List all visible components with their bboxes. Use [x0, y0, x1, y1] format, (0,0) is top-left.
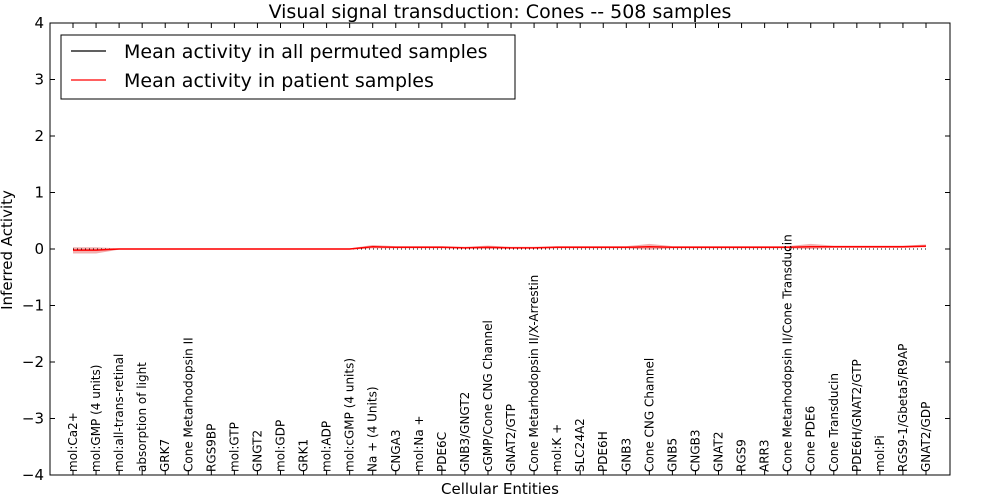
- x-category-label: GNGT2: [250, 430, 264, 472]
- x-category-label: PDE6C: [435, 432, 449, 472]
- y-tick-label: 3: [34, 71, 44, 89]
- y-tick-label: 4: [34, 14, 44, 32]
- x-category-label: GNAT2/GTP: [504, 404, 518, 472]
- legend-entry-patient: Mean activity in patient samples: [124, 70, 434, 92]
- plot-area: −4 −3 −2 −1 0 1 2 3 4 mol:Ca2+ mol:GMP (4 units) mo…: [22, 14, 951, 484]
- patient-mean-line: [73, 245, 927, 251]
- patient-activity-band: [73, 243, 926, 254]
- x-category-label: mol:K +: [550, 424, 564, 472]
- legend: Mean activity in all permuted samples Mea…: [60, 34, 516, 100]
- x-category-label: GNAT2: [712, 431, 726, 472]
- x-category-label: Cone Transducin: [827, 373, 841, 472]
- x-category-label: mol:GTP: [227, 422, 241, 472]
- x-category-label: GNB3: [619, 438, 633, 472]
- x-category-label: ARR3: [758, 439, 772, 472]
- x-category-label: SLC24A2: [573, 418, 587, 472]
- y-tick-label: 0: [34, 240, 44, 258]
- x-category-label: Na + (4 Units): [366, 386, 380, 472]
- y-tick-label: 1: [34, 184, 44, 202]
- x-category-label: GNB5: [665, 438, 679, 472]
- x-category-label: GNAT2/GDP: [919, 402, 933, 472]
- x-category-label: Cone CNG Channel: [642, 358, 656, 472]
- x-category-label: mol:GMP (4 units): [89, 365, 103, 472]
- x-category-label: Cone Metarhodopsin II/X-Arrestin: [527, 275, 541, 472]
- x-category-label: GRK1: [297, 439, 311, 472]
- x-category-label: PDE6H/GNAT2/GTP: [850, 359, 864, 472]
- x-category-label: CNGA3: [389, 430, 403, 473]
- y-tick-label: 2: [34, 127, 44, 145]
- x-category-label: CNGB3: [688, 429, 702, 472]
- y-axis-label: Inferred Activity: [0, 190, 16, 310]
- x-category-label: mol:cGMP (4 units): [343, 358, 357, 472]
- x-category-label: Cone PDE6: [804, 406, 818, 472]
- x-category-label: mol:Na +: [412, 415, 426, 472]
- x-category-label: cGMP/Cone CNG Channel: [481, 320, 495, 472]
- x-category-label: mol:all-trans-retinal: [112, 354, 126, 472]
- legend-entry-permuted: Mean activity in all permuted samples: [124, 41, 487, 63]
- x-category-label: RGS9: [735, 439, 749, 472]
- legend-box: [60, 34, 516, 100]
- x-category-label: mol:GDP: [273, 420, 287, 472]
- x-category-label: Cone Metarhodopsin II/Cone Transducin: [781, 234, 795, 472]
- x-category-label: RGS9-1/Gbeta5/R9AP: [896, 344, 910, 472]
- x-axis-label: Cellular Entities: [441, 480, 559, 498]
- x-category-label: absorption of light: [135, 362, 149, 472]
- y-tick-label: −3: [22, 410, 44, 428]
- y-tick-label: −1: [22, 297, 44, 315]
- x-category-label: mol:Pi: [873, 435, 887, 472]
- chart-title: Visual signal transduction: Cones -- 508…: [269, 1, 732, 23]
- x-category-label: RGS9BP: [204, 424, 218, 472]
- x-category-label: GNB3/GNGT2: [458, 392, 472, 472]
- x-category-label: mol:Ca2+: [66, 412, 80, 472]
- x-category-label: mol:ADP: [320, 421, 334, 472]
- y-tick-label: −2: [22, 353, 44, 371]
- x-category-label: GRK7: [158, 439, 172, 472]
- x-category-label: PDE6H: [596, 431, 610, 472]
- x-category-label: Cone Metarhodopsin II: [181, 337, 195, 472]
- y-tick-label: −4: [22, 466, 44, 484]
